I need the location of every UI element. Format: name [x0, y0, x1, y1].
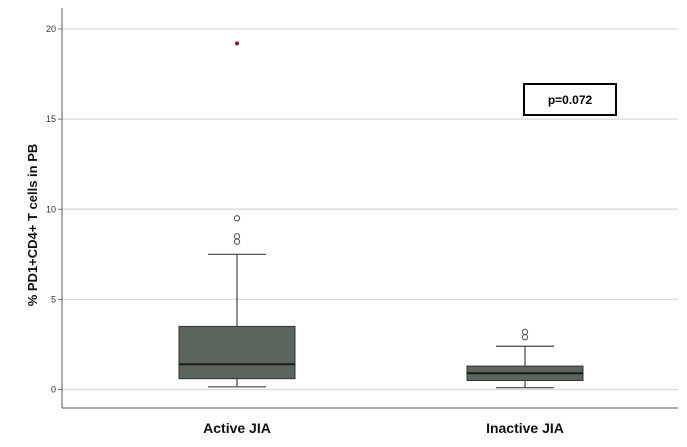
outlier-point: [233, 233, 241, 240]
outlier-point: [233, 238, 241, 245]
outlier-point: [521, 334, 529, 341]
x-category-label: Active JIA: [203, 420, 271, 436]
outlier-point: [521, 328, 529, 335]
annotation-box: [523, 83, 617, 116]
outlier-point: [233, 215, 241, 222]
y-tick-label: 10: [46, 204, 56, 214]
boxes: [178, 41, 584, 389]
y-tick-label: 5: [51, 294, 56, 304]
x-category-label: Inactive JIA: [486, 420, 564, 436]
x-axis-categories: Active JIA Inactive JIA: [203, 420, 564, 436]
extreme-point: [234, 41, 240, 46]
y-axis-title: % PD1+CD4+ T cells in PB: [25, 144, 40, 307]
y-tick-label: 15: [46, 114, 56, 124]
box-inactive-jia: [466, 328, 584, 389]
y-tick-label: 0: [51, 385, 56, 395]
box-active-jia: [178, 41, 296, 388]
p-value-annotation: p=0.072: [523, 83, 617, 116]
y-axis-ticks: 0 5 10 15 20: [46, 24, 62, 395]
gridlines: [62, 28, 678, 391]
annotation-text: p=0.072: [548, 93, 593, 107]
interquartile-box: [178, 325, 296, 380]
y-tick-label: 20: [46, 24, 56, 34]
